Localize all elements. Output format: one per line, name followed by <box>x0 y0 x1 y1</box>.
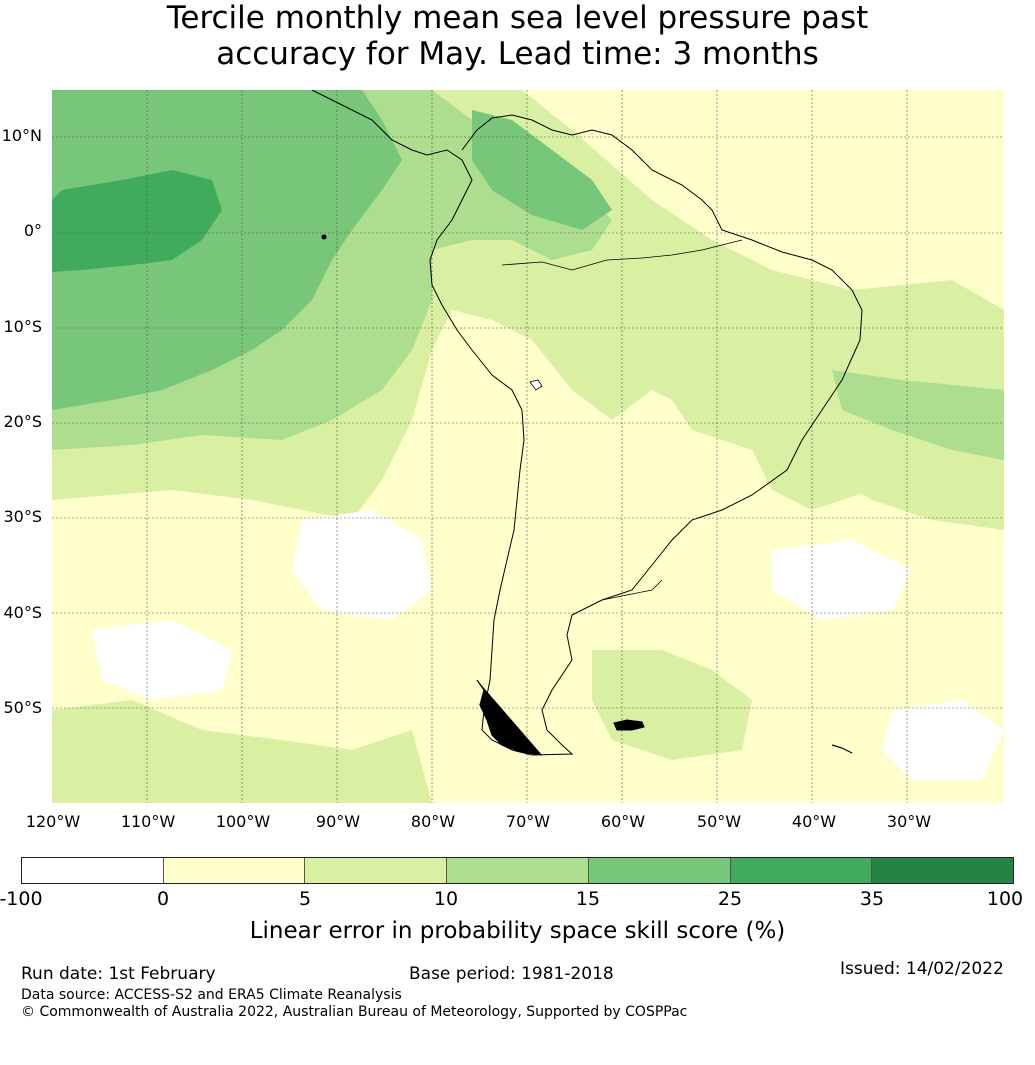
map-canvas <box>52 90 1004 803</box>
colorbar-segment-5 <box>730 858 873 883</box>
plata-estuary <box>601 579 663 601</box>
lat-label-10s: 10°S <box>3 317 42 336</box>
tierra-del-fuego <box>476 679 543 756</box>
colorbar-tick-5: 5 <box>298 888 312 910</box>
field-band-green <box>52 90 402 410</box>
south-america-coastline <box>311 90 863 756</box>
title-line-1: Tercile monthly mean sea level pressure … <box>166 0 869 36</box>
lon-label-50w: 50°W <box>696 812 742 831</box>
field-south-band-2 <box>592 650 752 760</box>
lat-label-40s: 40°S <box>3 603 42 622</box>
lat-label-50s: 50°S <box>3 698 42 717</box>
lon-label-80w: 80°W <box>410 812 456 831</box>
colorbar <box>21 857 1014 884</box>
lon-label-110w: 110°W <box>120 812 176 831</box>
colorbar-tick-100: 100 <box>986 888 1024 910</box>
colorbar-tick-0: 0 <box>156 888 170 910</box>
lon-label-30w: 30°W <box>886 812 932 831</box>
colorbar-tick-35: 35 <box>859 888 885 910</box>
colorbar-title: Linear error in probability space skill … <box>249 918 786 944</box>
colorbar-segment-3 <box>447 858 589 883</box>
base-period: Base period: 1981-2018 <box>409 964 614 984</box>
lat-label-20s: 20°S <box>3 412 42 431</box>
copyright-notice: © Commonwealth of Australia 2022, Austra… <box>21 1004 688 1020</box>
field-band-green-north <box>472 110 612 230</box>
field-band-atlantic-mid <box>832 370 1004 460</box>
lon-label-120w: 120°W <box>25 812 81 831</box>
colorbar-segment-1 <box>163 858 306 883</box>
colorbar-segment-2 <box>305 858 448 883</box>
lon-label-60w: 60°W <box>600 812 646 831</box>
field-band-atlantic <box>742 330 1004 530</box>
data-source: Data source: ACCESS-S2 and ERA5 Climate … <box>21 987 402 1003</box>
south-georgia <box>831 744 853 754</box>
colorbar-segment-6 <box>872 858 1014 883</box>
falkland-islands <box>613 719 645 731</box>
field-negative-patch-2 <box>92 620 232 700</box>
lon-label-90w: 90°W <box>315 812 361 831</box>
lon-label-40w: 40°W <box>791 812 837 831</box>
field-negative-patch-4 <box>882 700 1004 780</box>
lon-label-100w: 100°W <box>215 812 271 831</box>
lon-label-70w: 70°W <box>505 812 551 831</box>
field-negative-patch-3 <box>772 540 912 620</box>
lat-label-0: 0° <box>23 221 42 240</box>
amazon-river <box>501 239 743 271</box>
colorbar-segment-4 <box>588 858 731 883</box>
skill-score-map <box>52 90 1004 803</box>
run-date: Run date: 1st February <box>21 964 216 984</box>
field-band-dark-green <box>52 170 222 272</box>
map-title: Tercile monthly mean sea level pressure … <box>0 0 1035 72</box>
lake-titicaca <box>529 379 543 391</box>
colorbar-tick-10: 10 <box>433 888 459 910</box>
lat-label-30s: 30°S <box>3 507 42 526</box>
lat-label-10n: 10°N <box>1 126 42 145</box>
graticule <box>52 90 1004 803</box>
colorbar-segment-0 <box>22 858 164 883</box>
colorbar-tick-25: 25 <box>717 888 743 910</box>
title-line-2: accuracy for May. Lead time: 3 months <box>216 36 819 72</box>
colorbar-tick-15: 15 <box>575 888 601 910</box>
issued-date: Issued: 14/02/2022 <box>840 959 1004 979</box>
colorbar-tick-neg100: -100 <box>0 888 43 910</box>
field-negative-patch-1 <box>292 510 432 620</box>
galapagos-islands <box>321 234 327 240</box>
